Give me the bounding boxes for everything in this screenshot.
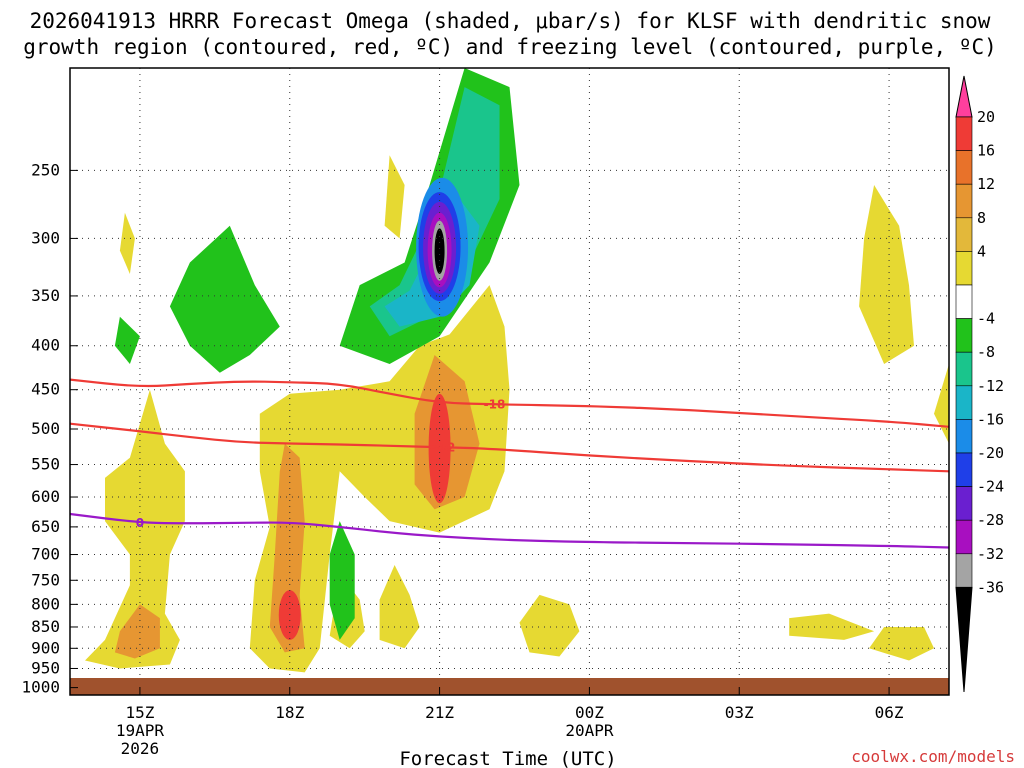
colorbar-label: -4 — [977, 310, 995, 328]
chart-title-line-2: growth region (contoured, red, ºC) and f… — [23, 35, 997, 59]
x-tick-label: 00Z — [575, 703, 604, 722]
rising-green-16z — [169, 225, 280, 373]
contour-freezing-level — [70, 512, 949, 549]
y-tick-label: 950 — [31, 658, 60, 677]
colorbar-label: -16 — [977, 410, 1004, 428]
x-tick-label: 06Z — [875, 703, 904, 722]
colorbar-segment — [955, 385, 973, 420]
contour-dgz-upper — [70, 378, 949, 428]
y-tick-label: 450 — [31, 380, 60, 399]
y-tick-label: 300 — [31, 228, 60, 247]
x-tick-label: 2026 — [121, 739, 160, 758]
colorbar-segment — [955, 452, 973, 487]
chart-title-line-1: 2026041913 HRRR Forecast Omega (shaded, … — [30, 9, 991, 33]
colorbar-segment — [955, 116, 973, 151]
temperature-contours: -18 -12 0 — [70, 378, 949, 549]
y-tick-label: 350 — [31, 286, 60, 305]
colorbar: 20 16 12 8 4 -4 -8 -12 -16 -20 -24 -28 -32 -36 — [955, 75, 1004, 693]
y-tick-label: 1000 — [21, 678, 60, 697]
y-tick-label: 400 — [31, 336, 60, 355]
sinking-yellow-04z — [789, 613, 875, 640]
x-tick-label: 03Z — [725, 703, 754, 722]
sinking-yellow-1500 — [119, 212, 135, 274]
colorbar-segment — [955, 150, 973, 185]
y-tick-label: 700 — [31, 545, 60, 564]
colorbar-segment — [955, 351, 973, 387]
colorbar-label: 4 — [977, 242, 986, 260]
colorbar-label: -24 — [977, 478, 1004, 496]
colorbar-segment — [955, 183, 973, 219]
contour-dgz-lower — [70, 422, 949, 473]
colorbar-label: 12 — [977, 175, 995, 193]
x-tick-label: 21Z — [425, 703, 454, 722]
sinking-red-18z — [278, 590, 301, 640]
ground-surface — [70, 678, 949, 695]
colorbar-segment — [955, 318, 973, 353]
y-tick-label: 600 — [31, 487, 60, 506]
colorbar-label: -8 — [977, 343, 995, 361]
colorbar-segment — [955, 553, 973, 588]
colorbar-segment — [955, 486, 973, 521]
colorbar-segment — [955, 217, 973, 252]
x-tick-label: 18Z — [275, 703, 304, 722]
colorbar-label: -36 — [977, 578, 1004, 596]
sinking-red-21z — [428, 393, 451, 504]
colorbar-segment — [955, 251, 973, 286]
sinking-yellow-2300 — [519, 594, 580, 657]
colorbar-label: -12 — [977, 377, 1004, 395]
sinking-yellow-2000 — [379, 565, 420, 649]
y-tick-label: 800 — [31, 594, 60, 613]
x-tick-label: 20APR — [565, 721, 614, 740]
contour-label-freezing-level: 0 — [136, 516, 144, 530]
colorbar-segment — [955, 284, 973, 319]
colorbar-label: -32 — [977, 545, 1004, 563]
plot-frame — [69, 67, 950, 696]
sinking-yellow-late — [859, 185, 914, 364]
y-tick-label: 550 — [31, 455, 60, 474]
sinking-yellow-edge — [934, 364, 949, 444]
y-tick-label: 850 — [31, 617, 60, 636]
pressure-axis: 250 300 350 400 450 500 550 600 650 700 750 800 850 9… — [21, 160, 78, 697]
sinking-yellow-15z — [85, 389, 185, 669]
colorbar-label: 8 — [977, 209, 986, 227]
x-tick-label: 15Z — [125, 703, 154, 722]
y-tick-label: 900 — [31, 638, 60, 657]
gridlines — [70, 68, 949, 695]
colorbar-segment — [955, 419, 973, 454]
colorbar-label: -28 — [977, 511, 1004, 529]
rising-black-core — [434, 228, 445, 274]
y-tick-label: 650 — [31, 517, 60, 536]
colorbar-label: -20 — [977, 444, 1004, 462]
sinking-yellow-06z — [869, 627, 934, 661]
rising-green-1430 — [114, 316, 140, 364]
colorbar-segment — [955, 519, 973, 555]
source-credit: coolwx.com/models — [851, 747, 1015, 766]
rising-teal-upper — [369, 87, 500, 337]
x-axis-label: Forecast Time (UTC) — [399, 748, 616, 768]
x-tick-label: 19APR — [116, 721, 165, 740]
colorbar-arrow-bottom — [955, 586, 973, 693]
colorbar-label: 20 — [977, 108, 995, 126]
omega-shading — [85, 68, 949, 673]
rising-green-19z — [329, 521, 355, 640]
contour-label-dgz-lower: -12 — [434, 440, 456, 454]
y-tick-label: 750 — [31, 570, 60, 589]
contour-label-dgz-upper: -18 — [484, 397, 506, 411]
colorbar-label: 16 — [977, 142, 995, 160]
sinking-yellow-20z — [384, 155, 405, 239]
y-tick-label: 250 — [31, 160, 60, 179]
sinking-orange-15z — [114, 604, 160, 659]
y-tick-label: 500 — [31, 419, 60, 438]
